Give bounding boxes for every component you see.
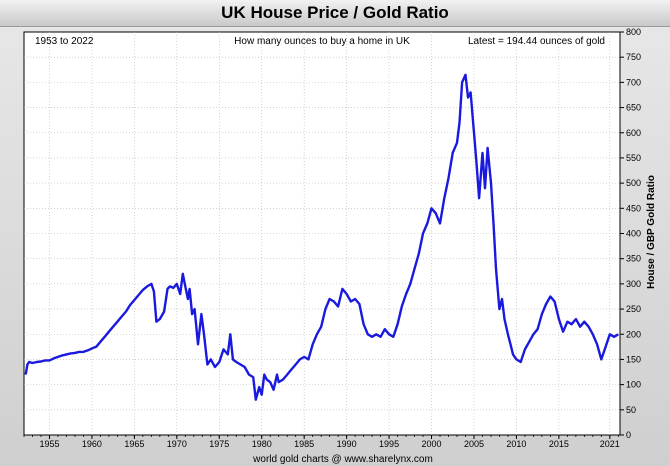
y-tick-label: 350 — [626, 254, 641, 264]
y-tick-label: 450 — [626, 203, 641, 213]
y-tick-label: 300 — [626, 279, 641, 289]
x-tick-label: 1970 — [167, 439, 187, 449]
x-tick-label: 1995 — [379, 439, 399, 449]
y-tick-label: 150 — [626, 354, 641, 364]
y-tick-label: 100 — [626, 380, 641, 390]
x-tick-label: 2021 — [600, 439, 620, 449]
y-tick-label: 500 — [626, 178, 641, 188]
y-tick-label: 400 — [626, 229, 641, 239]
x-tick-label: 1955 — [39, 439, 59, 449]
y-tick-label: 250 — [626, 304, 641, 314]
annotation-center: How many ounces to buy a home in UK — [234, 36, 410, 47]
chart-title: UK House Price / Gold Ratio — [0, 0, 670, 27]
y-tick-label: 750 — [626, 52, 641, 62]
y-tick-label: 800 — [626, 27, 641, 37]
y-tick-label: 650 — [626, 103, 641, 113]
y-tick-label: 200 — [626, 329, 641, 339]
x-tick-label: 1960 — [82, 439, 102, 449]
x-tick-label: 1985 — [294, 439, 314, 449]
x-tick-label: 2015 — [549, 439, 569, 449]
x-tick-label: 1975 — [209, 439, 229, 449]
x-tick-label: 2005 — [464, 439, 484, 449]
y-tick-label: 0 — [626, 430, 631, 440]
x-tick-label: 2010 — [506, 439, 526, 449]
annotation-left: 1953 to 2022 — [35, 36, 94, 47]
x-tick-label: 1965 — [124, 439, 144, 449]
footer-credit: world gold charts @ www.sharelynx.com — [252, 454, 433, 465]
series-line — [24, 73, 619, 401]
y-tick-label: 50 — [626, 405, 636, 415]
x-tick-label: 1980 — [252, 439, 272, 449]
y-axis-label: House / GBP Gold Ratio — [646, 175, 657, 289]
annotation-right: Latest = 194.44 ounces of gold — [468, 36, 605, 47]
y-tick-label: 700 — [626, 77, 641, 87]
axis-ticks: 0 50 100 150 200 250 300 350 400 450 500 550 600 650 7… — [23, 27, 641, 449]
grid-lines — [24, 32, 620, 435]
y-tick-label: 550 — [626, 153, 641, 163]
y-tick-label: 600 — [626, 128, 641, 138]
x-tick-label: 1990 — [337, 439, 357, 449]
x-tick-label: 2000 — [422, 439, 442, 449]
